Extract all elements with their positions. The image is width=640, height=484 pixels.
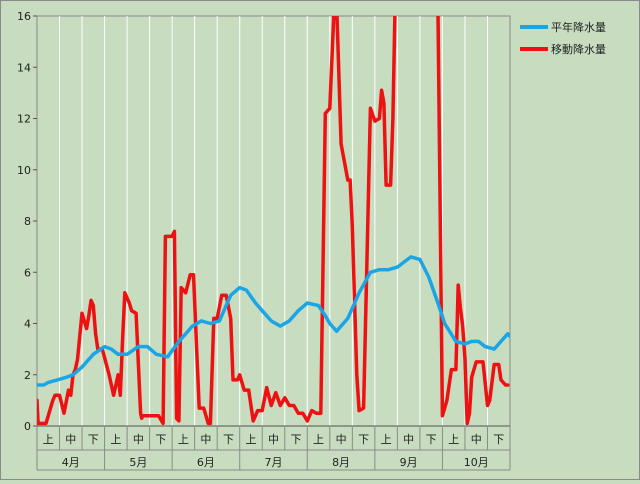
x-month-label: 6月 xyxy=(197,456,215,469)
x-month-label: 9月 xyxy=(400,456,418,469)
y-tick-label: 8 xyxy=(24,215,31,228)
x-sub-tick-label: 上 xyxy=(43,433,54,446)
x-sub-tick-label: 下 xyxy=(426,433,437,446)
legend-label-2: 移動降水量 xyxy=(551,42,606,56)
x-sub-tick-label: 下 xyxy=(493,433,504,446)
x-sub-tick-label: 上 xyxy=(448,433,459,446)
x-sub-tick-label: 中 xyxy=(133,433,144,446)
x-month-label: 7月 xyxy=(265,456,283,469)
legend-label-1: 平年降水量 xyxy=(551,20,606,34)
x-sub-tick-label: 上 xyxy=(178,433,189,446)
series-line-1 xyxy=(37,255,510,387)
x-sub-tick-label: 下 xyxy=(291,433,302,446)
x-month-label: 4月 xyxy=(62,456,80,469)
x-sub-tick-label: 上 xyxy=(245,433,256,446)
x-sub-tick-label: 中 xyxy=(403,433,414,446)
x-month-label: 10月 xyxy=(464,456,489,469)
plot-area xyxy=(36,15,511,427)
series-lines xyxy=(37,16,510,426)
x-sub-tick-label: 中 xyxy=(268,433,279,446)
x-sub-tick-label: 下 xyxy=(88,433,99,446)
grid-lines xyxy=(36,15,511,427)
y-tick-label: 10 xyxy=(17,164,31,177)
x-sub-tick-label: 中 xyxy=(471,433,482,446)
x-month-label: 5月 xyxy=(129,456,147,469)
x-month-label: 8月 xyxy=(332,456,350,469)
x-sub-tick-label: 中 xyxy=(65,433,76,446)
x-sub-tick-label: 中 xyxy=(200,433,211,446)
y-tick-label: 4 xyxy=(24,318,31,331)
x-sub-tick-label: 上 xyxy=(313,433,324,446)
y-tick-label: 16 xyxy=(17,10,31,23)
y-tick-label: 12 xyxy=(17,113,31,126)
y-tick-label: 14 xyxy=(17,61,31,74)
x-sub-tick-label: 中 xyxy=(336,433,347,446)
x-sub-tick-label: 下 xyxy=(155,433,166,446)
x-sub-tick-label: 下 xyxy=(358,433,369,446)
axes: 0246810121416上中下上中下上中下上中下上中下上中下上中下4月 5月 6月… xyxy=(17,10,511,471)
series-line-2 xyxy=(37,16,510,426)
x-sub-tick-label: 上 xyxy=(381,433,392,446)
x-sub-tick-label: 下 xyxy=(223,433,234,446)
y-tick-label: 2 xyxy=(24,369,31,382)
y-tick-label: 0 xyxy=(24,420,31,433)
y-tick-label: 6 xyxy=(24,266,31,279)
x-sub-tick-label: 上 xyxy=(110,433,121,446)
